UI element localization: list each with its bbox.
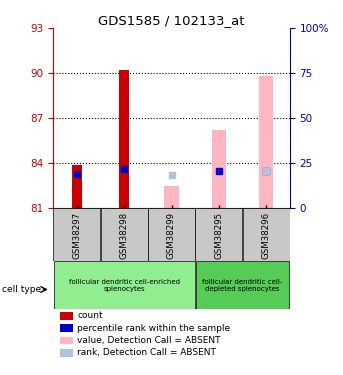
Bar: [212, 130, 226, 208]
Text: GSM38298: GSM38298: [120, 212, 129, 259]
Text: GSM38296: GSM38296: [262, 212, 271, 259]
Text: GSM38299: GSM38299: [167, 212, 176, 259]
Text: GSM38295: GSM38295: [214, 212, 223, 259]
Bar: [243, 208, 289, 261]
Bar: [72, 165, 82, 208]
Bar: [148, 208, 195, 261]
Text: percentile rank within the sample: percentile rank within the sample: [77, 324, 230, 333]
Bar: [196, 208, 242, 261]
Title: GDS1585 / 102133_at: GDS1585 / 102133_at: [98, 14, 245, 27]
Text: rank, Detection Call = ABSENT: rank, Detection Call = ABSENT: [77, 348, 216, 357]
Bar: [259, 76, 273, 208]
Text: GSM38297: GSM38297: [72, 212, 81, 259]
Text: cell type: cell type: [2, 285, 41, 294]
Text: value, Detection Call = ABSENT: value, Detection Call = ABSENT: [77, 336, 221, 345]
Text: follicular dendritic cell-enriched
splenocytes: follicular dendritic cell-enriched splen…: [69, 279, 180, 291]
Text: follicular dendritic cell-
depleted splenocytes: follicular dendritic cell- depleted sple…: [202, 279, 283, 291]
Bar: [54, 208, 100, 261]
Text: count: count: [77, 311, 103, 320]
Bar: [119, 70, 129, 208]
Bar: [196, 261, 289, 309]
Bar: [54, 261, 195, 309]
Bar: [101, 208, 147, 261]
Bar: [164, 186, 179, 208]
